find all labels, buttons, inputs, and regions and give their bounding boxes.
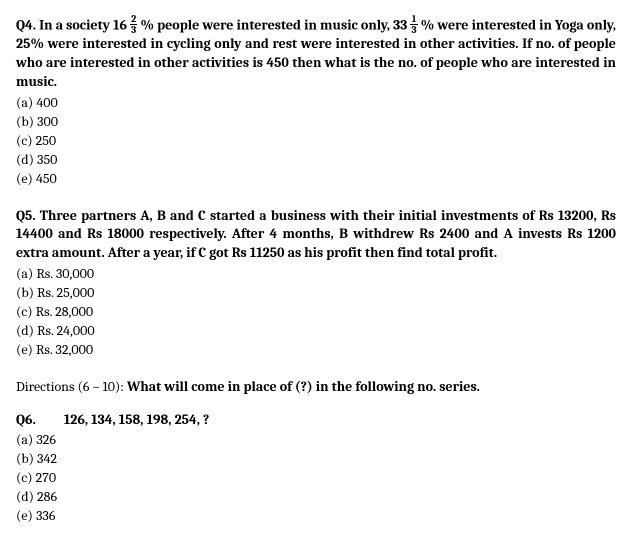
q5-options: (a) Rs. 30,000 (b) Rs. 25,000 (c) Rs. 28… [16,265,616,359]
directions-bold: What will come in place of (?) in the fo… [127,378,480,395]
q5-option-c: (c) Rs. 28,000 [16,303,616,322]
question-6: Q6. 126, 134, 158, 198, 254, ? (a) 326 (… [16,411,616,526]
question-4: Q4. In a society 16 2 3 % people were in… [16,14,616,189]
q4-options: (a) 400 (b) 300 (c) 250 (d) 350 (e) 450 [16,94,616,188]
q4-text-part2: % people were interested in music only, … [140,17,407,34]
q4-option-e: (e) 450 [16,170,616,189]
q6-option-c: (c) 270 [16,469,616,488]
question-5: Q5. Three partners A, B and C started a … [16,207,616,360]
q4-frac1-den: 3 [130,25,137,35]
q6-label: Q6. [16,411,36,430]
q4-option-c: (c) 250 [16,132,616,151]
q4-fraction-2: 1 3 [410,14,417,35]
q4-fraction-1: 2 3 [130,14,137,35]
q6-series: 126, 134, 158, 198, 254, ? [64,411,210,430]
q4-option-a: (a) 400 [16,94,616,113]
q5-option-e: (e) Rs. 32,000 [16,341,616,360]
q4-option-d: (d) 350 [16,151,616,170]
q4-text: Q4. In a society 16 2 3 % people were in… [16,14,616,92]
q6-option-e: (e) 336 [16,507,616,526]
q4-frac2-den: 3 [410,25,417,35]
q5-option-b: (b) Rs. 25,000 [16,284,616,303]
q4-label: Q4. [16,17,36,34]
q5-option-d: (d) Rs. 24,000 [16,322,616,341]
directions-prefix: Directions (6 – 10): [16,378,127,395]
q4-option-b: (b) 300 [16,113,616,132]
q5-option-a: (a) Rs. 30,000 [16,265,616,284]
q5-label: Q5. [16,207,36,224]
q4-text-part1: In a society 16 [39,17,127,34]
q6-option-d: (d) 286 [16,488,616,507]
q5-text: Q5. Three partners A, B and C started a … [16,207,616,264]
q6-options: (a) 326 (b) 342 (c) 270 (d) 286 (e) 336 [16,431,616,525]
q6-option-a: (a) 326 [16,431,616,450]
q5-text-body: Three partners A, B and C started a busi… [16,207,616,262]
q6-option-b: (b) 342 [16,450,616,469]
directions-6-10: Directions (6 – 10): What will come in p… [16,378,616,397]
q6-header: Q6. 126, 134, 158, 198, 254, ? [16,411,616,430]
